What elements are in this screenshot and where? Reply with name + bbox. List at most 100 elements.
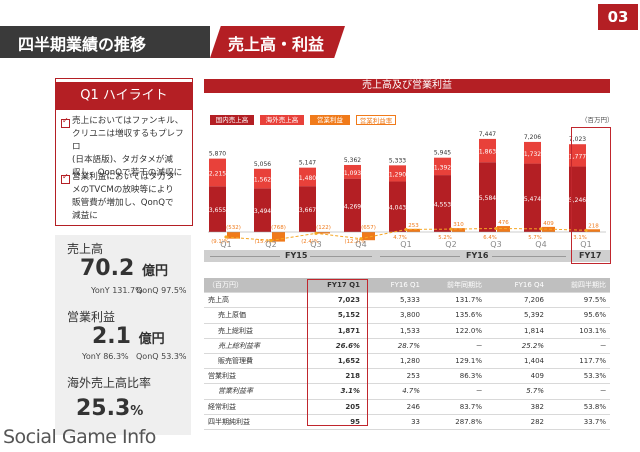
point-op-margin bbox=[449, 227, 453, 231]
kpi-sales-yoy: YonY 131.7% bbox=[91, 286, 143, 295]
label-domestic: 3,667 bbox=[299, 207, 316, 214]
table-cell: 287.8% bbox=[424, 414, 486, 430]
table-cell: － bbox=[424, 338, 486, 354]
label-total: 5,945 bbox=[434, 150, 451, 157]
point-op-margin bbox=[494, 226, 498, 231]
label-overseas: 1,480 bbox=[299, 175, 316, 182]
kpi-op-value: 2.1 億円 bbox=[92, 324, 165, 349]
bar-domestic bbox=[569, 166, 586, 232]
label-op-profit: 310 bbox=[453, 222, 464, 228]
table-row: 四半期純利益 95 33 287.8% 282 33.7% bbox=[204, 414, 610, 430]
x-tick-label: Q1 bbox=[220, 240, 231, 249]
row-label: 売上原価 bbox=[204, 307, 306, 324]
bar-domestic bbox=[434, 175, 451, 232]
label-op-margin: 5.2% bbox=[438, 235, 451, 241]
chart-unit: （百万円） bbox=[581, 116, 614, 124]
table-row: 売上高 7,023 5,333 131.7% 7,206 97.5% bbox=[204, 292, 610, 309]
table-cell: 26.6% bbox=[306, 338, 364, 354]
label-op-margin: 5.7% bbox=[528, 235, 541, 241]
table-cell: 86.3% bbox=[424, 368, 486, 385]
label-domestic: 4,269 bbox=[344, 203, 361, 210]
label-domestic: 5,474 bbox=[524, 196, 541, 203]
table-cell: 246 bbox=[364, 399, 424, 415]
kpi-op-label: 営業利益 bbox=[67, 310, 116, 324]
page-number: 03 bbox=[598, 4, 638, 30]
kpi-overseas-label: 海外売上高比率 bbox=[67, 376, 152, 390]
label-total: 7,206 bbox=[524, 134, 541, 141]
label-total: 5,362 bbox=[344, 157, 361, 164]
label-domestic: 5,246 bbox=[569, 197, 586, 204]
label-domestic: 4,043 bbox=[389, 205, 406, 212]
label-domestic: 3,655 bbox=[209, 207, 226, 214]
bar-op-profit bbox=[587, 229, 600, 232]
chart-title: 売上高及び営業利益 bbox=[204, 79, 610, 93]
row-label: 営業利益率 bbox=[204, 383, 306, 400]
bar-overseas bbox=[569, 144, 586, 167]
table-cell: 409 bbox=[486, 368, 548, 385]
fy15-label: FY15 bbox=[285, 251, 308, 260]
table-row: 売上総利益 1,871 1,533 122.0% 1,814 103.1% bbox=[204, 323, 610, 339]
label-overseas: 1,863 bbox=[479, 149, 496, 156]
table-row: 売上原価 5,152 3,800 135.6% 5,392 95.6% bbox=[204, 307, 610, 324]
subtitle-bar bbox=[210, 26, 345, 58]
watermark: Social Game Info bbox=[3, 426, 156, 448]
point-op-margin bbox=[584, 228, 588, 232]
fy16-line-left bbox=[380, 256, 460, 257]
bar-op-profit bbox=[272, 232, 285, 242]
check-icon bbox=[61, 116, 70, 128]
x-tick-label: Q3 bbox=[310, 240, 321, 249]
table-unit: （百万円） bbox=[204, 278, 306, 294]
label-overseas: 1,392 bbox=[434, 164, 451, 171]
bar-domestic bbox=[389, 181, 406, 232]
col-header: FY16 Q4 bbox=[486, 278, 548, 294]
page-title: 四半期業績の推移 bbox=[18, 35, 147, 54]
kpi-sales-label: 売上高 bbox=[67, 242, 104, 256]
label-total: 7,023 bbox=[569, 136, 586, 143]
point-op-margin bbox=[359, 237, 363, 241]
bar-op-profit bbox=[452, 228, 465, 232]
label-op-profit: (768) bbox=[271, 225, 286, 231]
fy15-line-left bbox=[210, 256, 280, 257]
title-bar bbox=[0, 26, 210, 58]
label-total: 5,333 bbox=[389, 157, 406, 164]
label-total: 5,056 bbox=[254, 161, 271, 168]
table-cell: 103.1% bbox=[548, 323, 610, 339]
x-tick-label: Q3 bbox=[490, 240, 501, 249]
table-cell: 117.7% bbox=[548, 353, 610, 370]
bar-overseas bbox=[299, 167, 316, 187]
label-op-profit: 253 bbox=[408, 223, 419, 229]
table-cell: 1,533 bbox=[364, 323, 424, 339]
table-cell: 28.7% bbox=[364, 338, 424, 354]
point-op-margin bbox=[269, 238, 273, 243]
q1-highlight-box bbox=[571, 127, 611, 264]
row-label: 売上総利益率 bbox=[204, 338, 306, 354]
table-cell: 1,814 bbox=[486, 323, 548, 339]
table-cell: 4.7% bbox=[364, 383, 424, 400]
bar-domestic bbox=[299, 186, 316, 232]
label-op-profit: (122) bbox=[316, 225, 331, 231]
table-cell: 25.2% bbox=[486, 338, 548, 354]
bar-domestic bbox=[479, 162, 496, 232]
page-subtitle: 売上高・利益 bbox=[228, 35, 325, 54]
table-row: 販売管理費 1,652 1,280 129.1% 1,404 117.7% bbox=[204, 353, 610, 370]
highlight-item-profit: 営業利益においてはタガタ メのTVCMの放映等により 販管費が増加し、QonQで… bbox=[72, 172, 175, 221]
label-total: 5,870 bbox=[209, 151, 226, 158]
row-label: 販売管理費 bbox=[204, 353, 306, 370]
table-cell: 3.1% bbox=[306, 383, 364, 400]
col-header: 前四半期比 bbox=[548, 278, 610, 294]
label-overseas: 1,093 bbox=[344, 170, 361, 177]
bar-overseas bbox=[524, 141, 541, 164]
row-label: 経常利益 bbox=[204, 399, 306, 415]
table-cell: 5,152 bbox=[306, 307, 364, 324]
bar-domestic bbox=[524, 163, 541, 232]
table-cell: 1,280 bbox=[364, 353, 424, 370]
row-label: 営業利益 bbox=[204, 368, 306, 385]
table-cell: － bbox=[548, 338, 610, 354]
fy17-label: FY17 bbox=[579, 251, 602, 260]
fy16-label: FY16 bbox=[466, 251, 489, 260]
col-header: FY16 Q1 bbox=[364, 278, 424, 294]
highlight-item-sales: 売上においてはファンキル、 クリユニは増収するもプレフロ (日本語版)、タガタメ… bbox=[72, 116, 184, 178]
bar-domestic bbox=[209, 186, 226, 232]
label-overseas: 1,777 bbox=[569, 153, 586, 160]
table-cell: 1,871 bbox=[306, 323, 364, 339]
